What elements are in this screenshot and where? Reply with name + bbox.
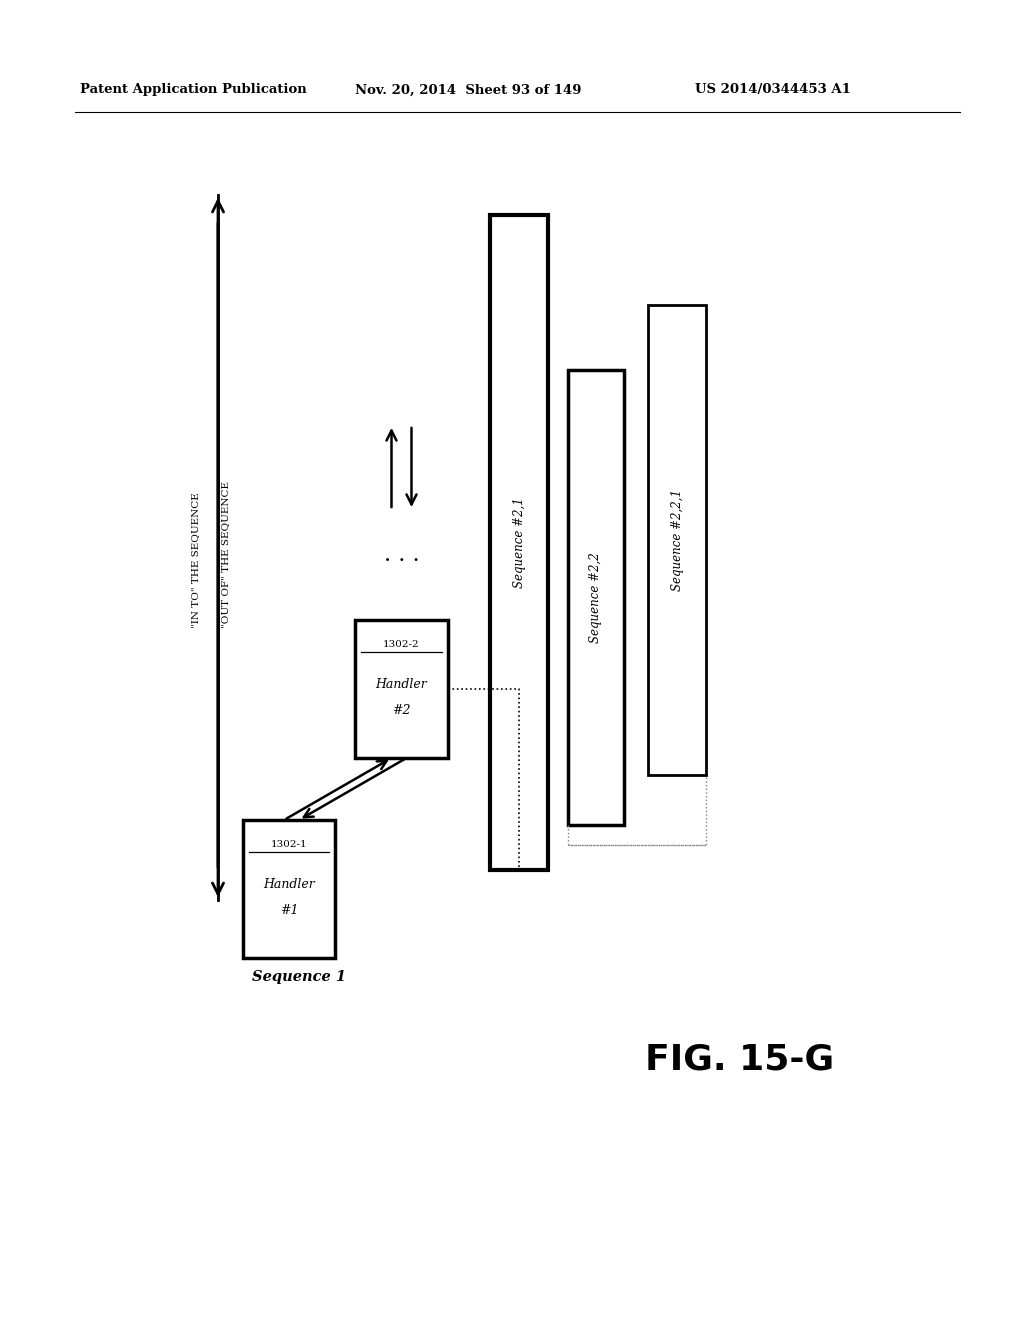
Text: . . .: . . . [384, 544, 419, 566]
Text: Sequence #2,1: Sequence #2,1 [512, 498, 525, 587]
Bar [355, 620, 449, 758]
Text: Nov. 20, 2014  Sheet 93 of 149: Nov. 20, 2014 Sheet 93 of 149 [355, 83, 582, 96]
Text: Handler: Handler [376, 678, 427, 692]
Text: #2: #2 [392, 704, 411, 717]
Bar [568, 370, 624, 825]
Bar [648, 305, 706, 775]
Bar [490, 215, 548, 870]
Text: 1302-2: 1302-2 [383, 640, 420, 649]
Text: #1: #1 [280, 903, 298, 916]
Text: Sequence #2,2,1: Sequence #2,2,1 [671, 488, 683, 591]
Text: 1302-1: 1302-1 [270, 840, 307, 849]
Text: Handler: Handler [263, 879, 314, 891]
Bar [243, 820, 335, 958]
Text: US 2014/0344453 A1: US 2014/0344453 A1 [695, 83, 851, 96]
Text: Patent Application Publication: Patent Application Publication [80, 83, 307, 96]
Text: Sequence #2,2: Sequence #2,2 [590, 552, 602, 643]
Text: FIG. 15-G: FIG. 15-G [645, 1043, 835, 1077]
Text: "OUT OF" THE SEQUENCE: "OUT OF" THE SEQUENCE [221, 482, 230, 628]
Text: Sequence 1: Sequence 1 [252, 970, 346, 983]
Text: "IN TO" THE SEQUENCE: "IN TO" THE SEQUENCE [191, 492, 201, 628]
